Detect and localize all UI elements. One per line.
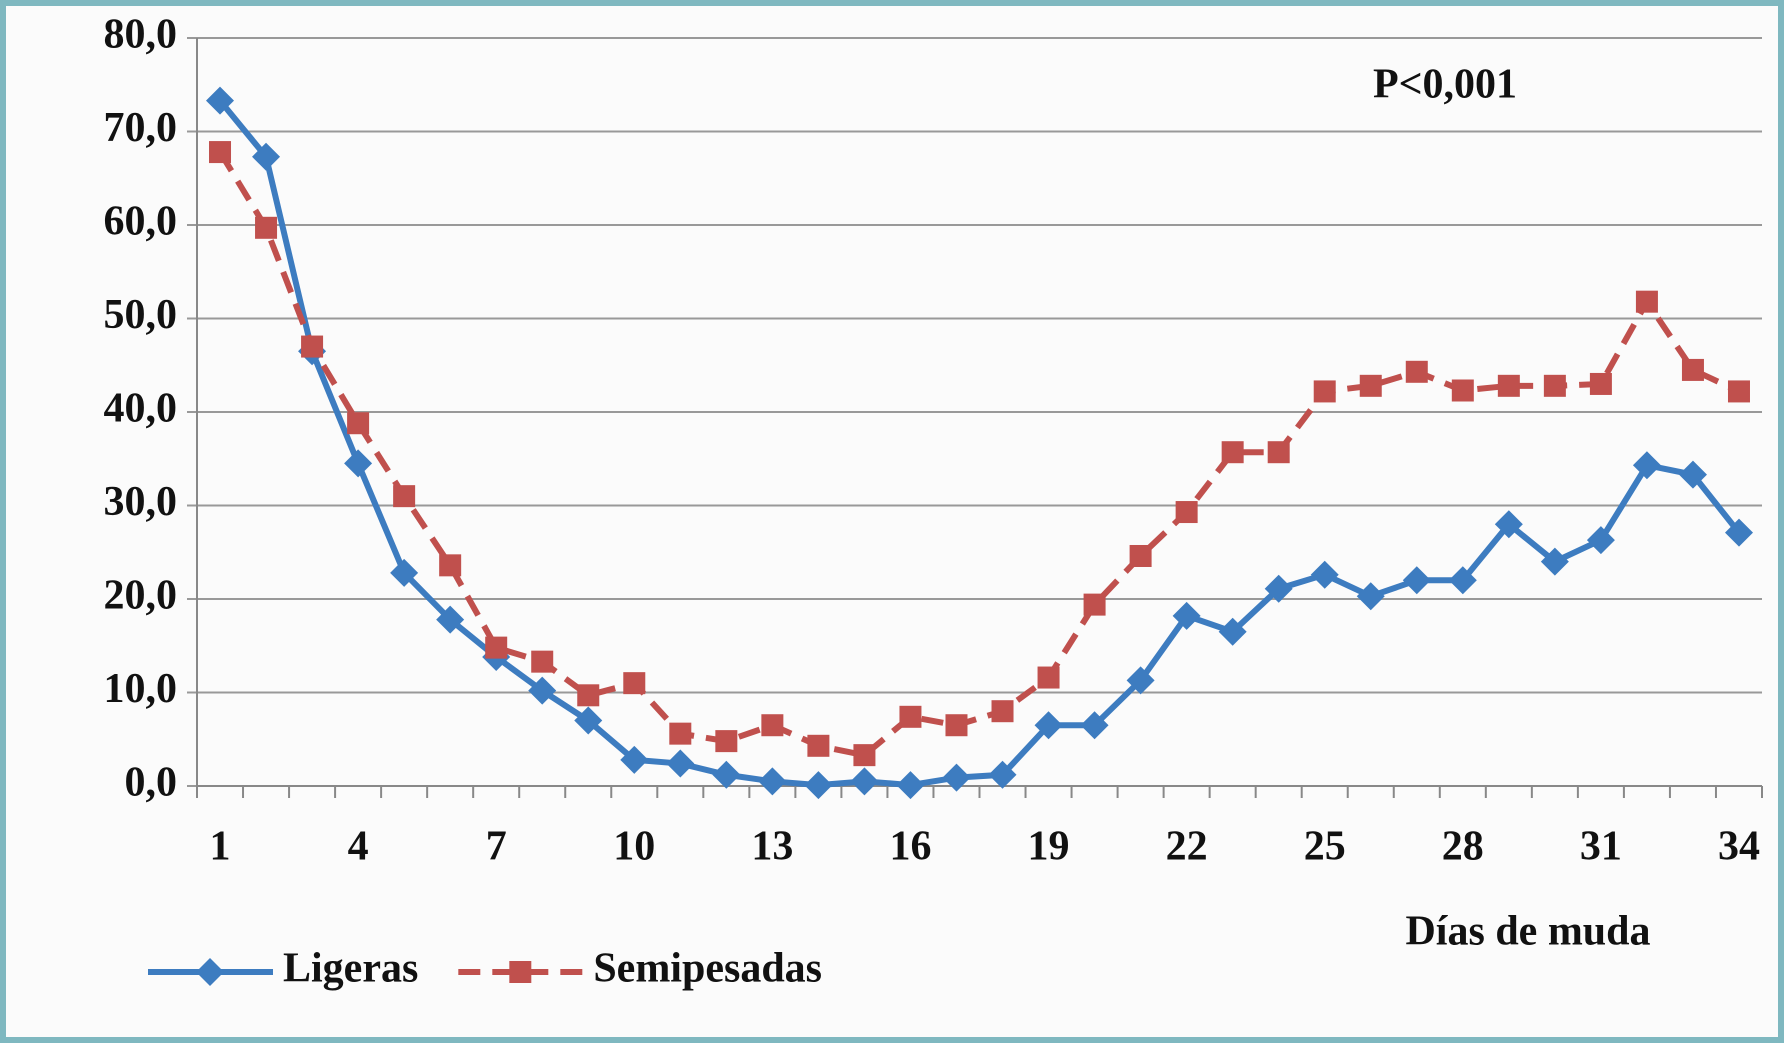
annotation: P<0,001 bbox=[1373, 62, 1517, 108]
data-point bbox=[301, 335, 324, 358]
data-point bbox=[531, 650, 554, 673]
data-point bbox=[807, 734, 830, 757]
data-point bbox=[715, 730, 738, 753]
data-point bbox=[1264, 574, 1293, 603]
x-tick-label: 25 bbox=[1304, 824, 1346, 870]
data-point bbox=[623, 672, 646, 695]
legend-label: Semipesadas bbox=[593, 946, 822, 992]
data-point bbox=[209, 141, 232, 164]
data-point bbox=[991, 700, 1014, 723]
data-point bbox=[436, 605, 465, 634]
data-point bbox=[758, 767, 787, 796]
x-tick-label: 31 bbox=[1580, 824, 1622, 870]
y-tick-label: 10,0 bbox=[104, 666, 178, 712]
data-point bbox=[1586, 526, 1615, 555]
x-tick-label: 19 bbox=[1028, 824, 1070, 870]
x-tick-label: 34 bbox=[1718, 824, 1760, 870]
data-point bbox=[1681, 358, 1704, 381]
data-point bbox=[1126, 666, 1155, 695]
data-point bbox=[255, 216, 278, 239]
data-point bbox=[1267, 441, 1290, 464]
data-point bbox=[1497, 374, 1520, 397]
data-point bbox=[1083, 593, 1106, 616]
data-point bbox=[439, 554, 462, 577]
x-tick-label: 28 bbox=[1442, 824, 1484, 870]
y-tick-label: 20,0 bbox=[104, 573, 178, 619]
y-tick-label: 30,0 bbox=[104, 479, 178, 525]
data-point bbox=[1218, 617, 1247, 646]
data-point bbox=[577, 684, 600, 707]
data-point bbox=[712, 760, 741, 789]
data-point bbox=[1037, 666, 1060, 689]
data-point bbox=[1635, 290, 1658, 313]
data-point bbox=[1402, 566, 1431, 595]
data-point bbox=[1451, 379, 1474, 402]
data-point bbox=[1589, 372, 1612, 395]
data-point bbox=[899, 705, 922, 728]
data-point bbox=[1080, 711, 1109, 740]
data-point bbox=[1543, 374, 1566, 397]
data-point bbox=[945, 714, 968, 737]
data-point bbox=[1310, 560, 1339, 589]
y-tick-label: 0,0 bbox=[125, 760, 178, 806]
data-point bbox=[1313, 380, 1336, 403]
data-point bbox=[1727, 380, 1750, 403]
data-point bbox=[1129, 544, 1152, 567]
data-point bbox=[1175, 501, 1198, 524]
data-point bbox=[252, 142, 281, 171]
data-point bbox=[1172, 601, 1201, 630]
data-point bbox=[1034, 711, 1063, 740]
legend-label: Ligeras bbox=[283, 946, 418, 992]
x-tick-label: 1 bbox=[210, 824, 231, 870]
data-point bbox=[850, 767, 879, 796]
data-point bbox=[344, 449, 373, 478]
data-point bbox=[206, 86, 235, 115]
data-point bbox=[485, 636, 508, 659]
data-point bbox=[669, 722, 692, 745]
data-point bbox=[1356, 582, 1385, 611]
data-point bbox=[620, 745, 649, 774]
x-tick-label: 16 bbox=[889, 824, 931, 870]
data-point bbox=[390, 558, 419, 587]
data-point bbox=[761, 714, 784, 737]
legend-swatch-marker bbox=[196, 958, 224, 986]
y-tick-label: 80,0 bbox=[104, 12, 178, 58]
data-point bbox=[666, 749, 695, 778]
y-tick-label: 40,0 bbox=[104, 386, 178, 432]
data-point bbox=[528, 676, 557, 705]
data-point bbox=[942, 763, 971, 792]
y-tick-label: 50,0 bbox=[104, 292, 178, 338]
series-line bbox=[217, 150, 1741, 759]
data-point bbox=[853, 744, 876, 767]
data-point bbox=[1494, 510, 1523, 539]
x-tick-label: 4 bbox=[348, 824, 369, 870]
data-point bbox=[804, 771, 833, 800]
data-point bbox=[896, 771, 925, 800]
data-point bbox=[347, 412, 370, 435]
data-point bbox=[574, 706, 603, 735]
data-point bbox=[1724, 518, 1753, 547]
data-point bbox=[1540, 547, 1569, 576]
data-point bbox=[393, 485, 416, 508]
legend-swatch-marker bbox=[509, 961, 532, 983]
y-tick-label: 70,0 bbox=[104, 105, 178, 151]
data-point bbox=[1678, 460, 1707, 489]
x-axis-label: Días de muda bbox=[1405, 909, 1650, 955]
series-line bbox=[217, 98, 1742, 789]
data-point bbox=[988, 760, 1017, 789]
x-tick-label: 10 bbox=[613, 824, 655, 870]
data-point bbox=[1405, 360, 1428, 383]
data-point bbox=[1448, 566, 1477, 595]
x-tick-label: 7 bbox=[486, 824, 507, 870]
x-tick-label: 22 bbox=[1166, 824, 1208, 870]
data-point bbox=[1632, 451, 1661, 480]
data-point bbox=[1359, 374, 1382, 397]
x-tick-label: 13 bbox=[751, 824, 793, 870]
y-tick-label: 60,0 bbox=[104, 199, 178, 245]
data-point bbox=[1221, 441, 1244, 464]
